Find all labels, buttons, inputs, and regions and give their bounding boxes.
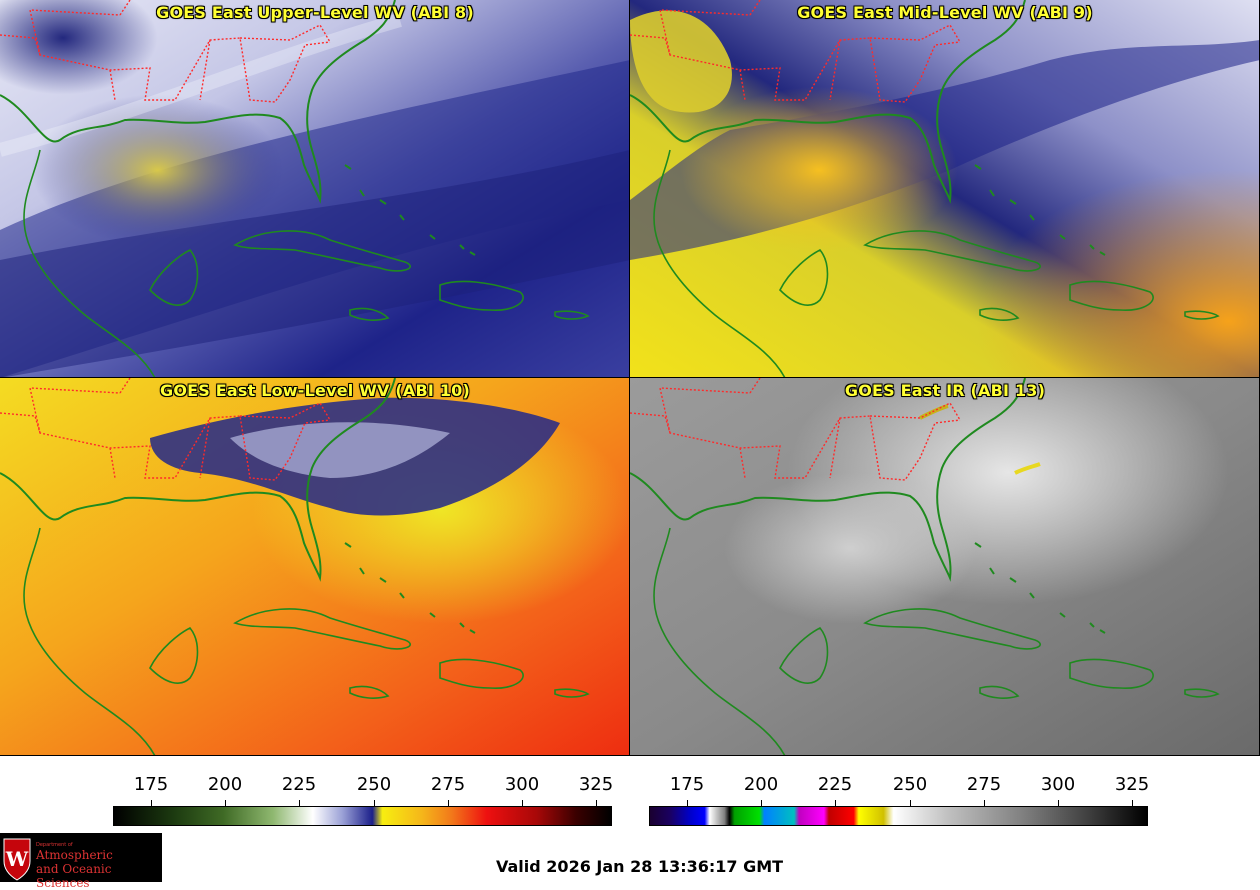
tick-label: 175: [133, 774, 169, 795]
panel-title: GOES East Mid-Level WV (ABI 9): [797, 3, 1093, 22]
tick-label: 225: [281, 774, 317, 795]
tick-mark: [596, 800, 597, 806]
mid-level-wv-image: [630, 0, 1259, 377]
tick-label: 250: [356, 774, 392, 795]
ir-color-scale: [649, 806, 1148, 826]
tick-label: 325: [1114, 774, 1150, 795]
tick-mark: [910, 800, 911, 806]
tick-mark: [374, 800, 375, 806]
logo-dept: Department of: [36, 842, 73, 848]
tick-label: 325: [578, 774, 614, 795]
low-level-wv-image: [0, 378, 629, 755]
wv-colorbar-ticks: 175 200 225 250 275 300 325: [113, 770, 614, 806]
panel-mid-level-wv: GOES East Mid-Level WV (ABI 9): [630, 0, 1260, 378]
tick-label: 275: [430, 774, 466, 795]
tick-mark: [299, 800, 300, 806]
panel-title: GOES East Low-Level WV (ABI 10): [159, 381, 470, 400]
ir-image: [630, 378, 1259, 755]
tick-mark: [1132, 800, 1133, 806]
upper-level-wv-image: [0, 0, 629, 377]
tick-label: 275: [966, 774, 1002, 795]
panel-title: GOES East Upper-Level WV (ABI 8): [156, 3, 474, 22]
panel-title: GOES East IR (ABI 13): [844, 381, 1046, 400]
ir-colorbar-ticks: 175 200 225 250 275 300 325: [649, 770, 1150, 806]
tick-label: 175: [669, 774, 705, 795]
tick-mark: [522, 800, 523, 806]
panel-upper-level-wv: GOES East Upper-Level WV (ABI 8): [0, 0, 630, 378]
logo-line2: and Oceanic Sciences: [36, 862, 112, 890]
wv-color-scale: [113, 806, 612, 826]
tick-label: 225: [817, 774, 853, 795]
tick-mark: [1058, 800, 1059, 806]
tick-mark: [687, 800, 688, 806]
tick-label: 300: [1040, 774, 1076, 795]
tick-mark: [448, 800, 449, 806]
panel-ir: GOES East IR (ABI 13): [630, 378, 1260, 756]
tick-label: 200: [743, 774, 779, 795]
uw-crest-icon: W: [3, 838, 31, 881]
tick-label: 200: [207, 774, 243, 795]
tick-mark: [835, 800, 836, 806]
tick-mark: [984, 800, 985, 806]
tick-label: 300: [504, 774, 540, 795]
tick-mark: [151, 800, 152, 806]
uw-aos-logo: W Department of Atmospheric and Oceanic …: [0, 833, 162, 890]
tick-label: 250: [892, 774, 928, 795]
tick-mark: [761, 800, 762, 806]
crest-letter: W: [5, 847, 29, 871]
tick-mark: [225, 800, 226, 806]
valid-time-label: Valid 2026 Jan 28 13:36:17 GMT: [496, 857, 784, 876]
panel-low-level-wv: GOES East Low-Level WV (ABI 10): [0, 378, 630, 756]
logo-line1: Atmospheric: [36, 848, 113, 862]
